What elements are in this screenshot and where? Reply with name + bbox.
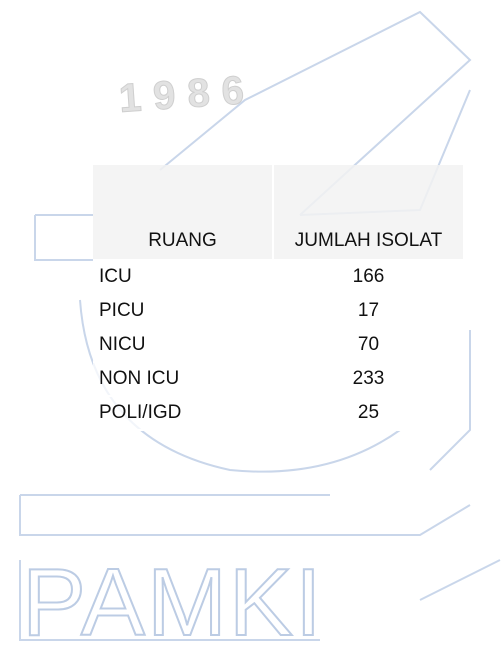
table-row: NON ICU 233: [93, 362, 463, 397]
watermark-year: 1986: [118, 68, 258, 121]
count-cell: 17: [273, 294, 463, 329]
room-cell: POLI/IGD: [93, 396, 274, 431]
count-cell: 166: [273, 260, 463, 295]
header-cell: JUMLAH ISOLAT: [273, 165, 463, 261]
data-table: RUANG JUMLAH ISOLAT ICU 166 PICU 17 NICU 70 NO…: [93, 165, 463, 431]
count-cell: 25: [273, 396, 463, 431]
room-cell: NON ICU: [93, 362, 274, 397]
table-body: ICU 166 PICU 17 NICU 70 NON ICU 233 POLI/IGD 25: [93, 260, 463, 431]
table-header: RUANG JUMLAH ISOLAT: [93, 165, 463, 261]
table-row: POLI/IGD 25: [93, 396, 463, 431]
table-row: NICU 70: [93, 328, 463, 363]
count-cell: 70: [273, 328, 463, 363]
header-row: RUANG JUMLAH ISOLAT: [93, 165, 463, 261]
table-row: PICU 17: [93, 294, 463, 329]
watermark-name: PAMKI: [22, 549, 324, 656]
table-row: ICU 166: [93, 260, 463, 295]
count-cell: 233: [273, 362, 463, 397]
header-cell: RUANG: [93, 165, 274, 261]
room-cell: NICU: [93, 328, 274, 363]
room-cell: ICU: [93, 260, 274, 295]
room-cell: PICU: [93, 294, 274, 329]
